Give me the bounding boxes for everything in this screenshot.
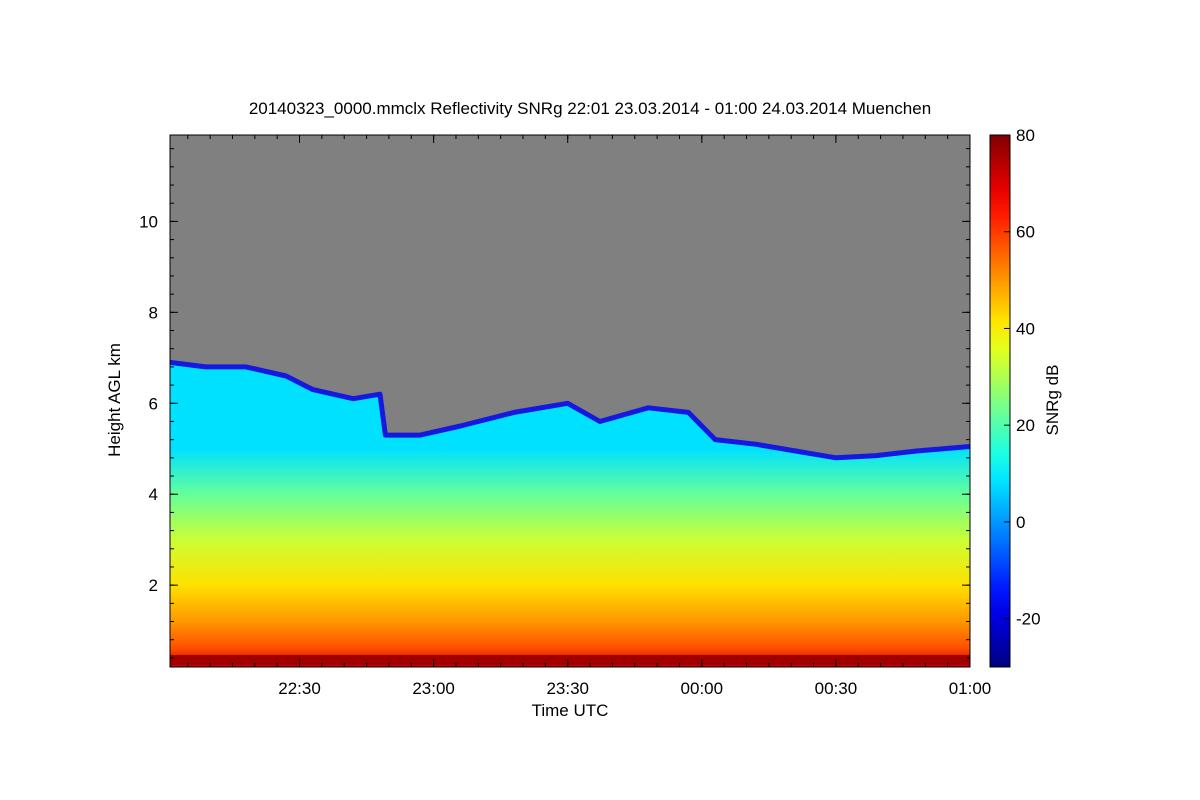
x-tick-label: 23:00 <box>412 679 455 698</box>
chart-title: 20140323_0000.mmclx Reflectivity SNRg 22… <box>249 99 931 118</box>
y-tick-label: 10 <box>139 212 158 231</box>
colorbar-tick-label: 40 <box>1016 319 1035 338</box>
colorbar-ramp <box>989 134 1011 668</box>
echo-top-edge <box>169 359 971 461</box>
x-tick-label: 23:30 <box>546 679 589 698</box>
colorbar-label: SNRg dB <box>1043 365 1062 436</box>
x-tick-label: 00:00 <box>681 679 724 698</box>
x-tick-label: 22:30 <box>278 679 321 698</box>
colorbar-ticks: -20 0 20 40 60 80 <box>1004 126 1041 629</box>
y-tick-label: 6 <box>149 394 158 413</box>
colorbar-tick-label: -20 <box>1016 610 1041 629</box>
colorbar-tick-label: 0 <box>1016 513 1025 532</box>
plot-area <box>169 134 971 668</box>
colorbar-tick-label: 20 <box>1016 416 1035 435</box>
x-axis-label: Time UTC <box>532 701 609 720</box>
y-axis: 2 4 6 8 10 <box>139 148 970 659</box>
x-tick-label: 00:30 <box>815 679 858 698</box>
colorbar: -20 0 20 40 60 80 SNRg dB <box>989 126 1062 668</box>
ground-clutter-band <box>170 655 970 665</box>
y-tick-label: 4 <box>149 485 158 504</box>
plot-frame <box>169 134 971 668</box>
colorbar-tick-label: 80 <box>1016 126 1035 145</box>
y-tick-label: 2 <box>149 576 158 595</box>
x-axis: 22:30 23:00 23:30 00:00 00:30 01:00 <box>187 135 992 698</box>
y-tick-label: 8 <box>149 303 158 322</box>
x-tick-label: 01:00 <box>949 679 992 698</box>
y-axis-label: Height AGL km <box>105 343 124 457</box>
colorbar-tick-label: 60 <box>1016 223 1035 242</box>
